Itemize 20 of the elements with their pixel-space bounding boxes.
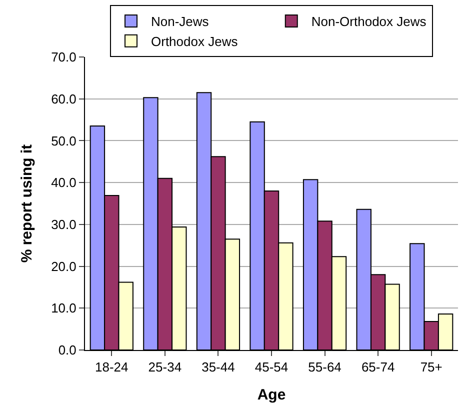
x-tick-label: 55-64 [308,360,342,375]
y-tick-label: 60.0 [51,91,76,106]
legend-label: Orthodox Jews [151,34,238,49]
x-tick-label: 45-54 [254,360,288,375]
y-tick-label: 40.0 [51,175,76,190]
x-tick-label: 25-34 [148,360,182,375]
x-tick-label: 75+ [420,360,442,375]
x-tick-label: 18-24 [95,360,128,375]
y-tick-label: 0.0 [58,342,76,358]
y-tick-label: 30.0 [51,216,76,232]
legend-label: Non-Orthodox Jews [311,14,427,30]
y-tick-label: 10.0 [51,300,76,316]
x-axis-title: Age [257,386,286,404]
y-tick-label: 50.0 [51,133,76,148]
y-tick-label: 20.0 [51,258,76,274]
x-tick-label: 35-44 [202,360,235,375]
y-axis-title: % report using it [18,144,36,263]
y-tick-label: 70.0 [51,50,76,65]
legend-label: Non-Jews [151,14,210,30]
x-tick-label: 65-74 [361,360,395,375]
